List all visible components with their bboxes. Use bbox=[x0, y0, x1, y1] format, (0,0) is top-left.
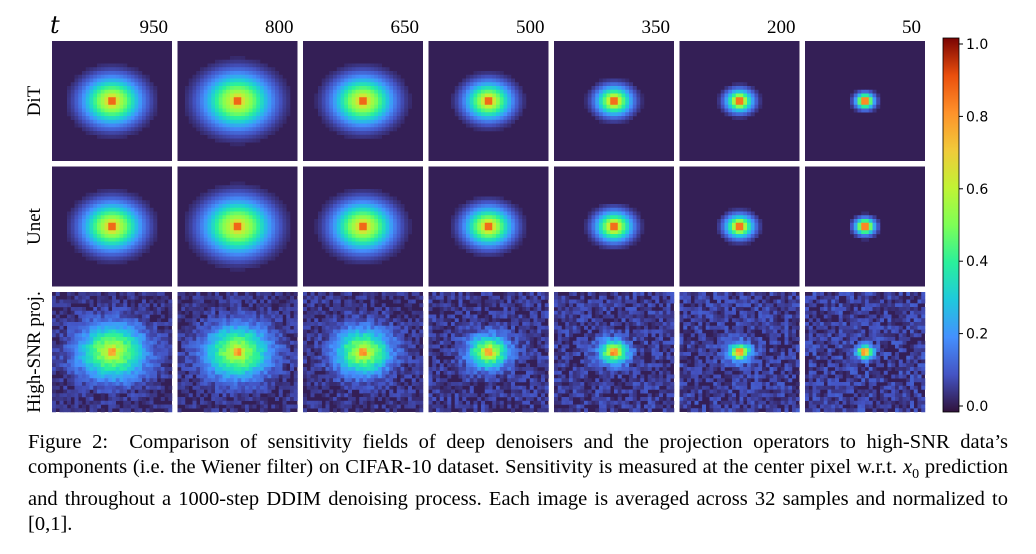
sensitivity-heatmap bbox=[177, 41, 298, 161]
sensitivity-heatmap bbox=[428, 166, 549, 287]
sensitivity-heatmap bbox=[805, 41, 925, 161]
timestep-label: 350 bbox=[642, 17, 671, 38]
colorbar-tick-label: 1.0 bbox=[966, 37, 988, 53]
sensitivity-heatmap bbox=[428, 41, 549, 161]
sensitivity-heatmap bbox=[303, 166, 423, 287]
caption-math-var: x bbox=[902, 456, 913, 478]
timestep-label: 950 bbox=[140, 17, 169, 38]
colorbar-tick-label: 0.0 bbox=[966, 399, 988, 415]
row-label: Unet bbox=[24, 207, 45, 245]
colorbar-tick-label: 0.8 bbox=[966, 109, 988, 125]
sensitivity-heatmap bbox=[679, 166, 800, 287]
sensitivity-figure: t 950 800 650 500 350 200 50 DiT Unet High-SNR p… bbox=[24, 11, 988, 415]
timestep-label: 800 bbox=[265, 17, 294, 38]
sensitivity-heatmap bbox=[805, 292, 926, 413]
sensitivity-heatmap bbox=[428, 292, 549, 413]
timestep-label: 50 bbox=[902, 17, 921, 38]
sensitivity-heatmap bbox=[52, 292, 173, 413]
sensitivity-heatmap bbox=[52, 166, 172, 287]
t-symbol: t bbox=[50, 11, 60, 39]
caption-math-sub: 0 bbox=[912, 467, 920, 483]
sensitivity-heatmap bbox=[52, 41, 172, 161]
sensitivity-heatmap bbox=[554, 41, 674, 161]
sensitivity-heatmap bbox=[177, 292, 298, 413]
caption-label: Figure 2: bbox=[28, 431, 109, 453]
sensitivity-heatmap bbox=[177, 166, 298, 287]
colorbar-gradient bbox=[942, 37, 960, 413]
caption-text-after: prediction and throughout a 1000-step DD… bbox=[28, 456, 1009, 536]
colorbar-tick-label: 0.2 bbox=[966, 327, 988, 343]
row-label: DiT bbox=[24, 85, 45, 116]
timestep-label: 200 bbox=[767, 17, 796, 38]
caption-math: x0 bbox=[902, 456, 919, 482]
colorbar: 1.0 0.8 0.6 0.4 0.2 0.0 bbox=[942, 37, 988, 415]
timestep-label: 650 bbox=[391, 17, 420, 38]
sensitivity-heatmap bbox=[679, 41, 800, 161]
figure-caption: Figure 2: Comparison of sensitivity fiel… bbox=[28, 430, 1008, 537]
sensitivity-heatmap bbox=[554, 292, 675, 413]
sensitivity-heatmap bbox=[805, 166, 925, 287]
sensitivity-heatmap bbox=[679, 292, 800, 413]
row-label: High-SNR proj. bbox=[24, 291, 45, 412]
colorbar-tick-label: 0.4 bbox=[966, 254, 988, 270]
sensitivity-heatmap bbox=[554, 166, 674, 287]
sensitivity-heatmap bbox=[303, 292, 424, 413]
colorbar-tick-label: 0.6 bbox=[966, 182, 988, 198]
caption-text-before: Comparison of sensitivity fields of deep… bbox=[28, 431, 1009, 478]
sensitivity-heatmap bbox=[303, 41, 423, 161]
timestep-label: 500 bbox=[516, 17, 545, 38]
